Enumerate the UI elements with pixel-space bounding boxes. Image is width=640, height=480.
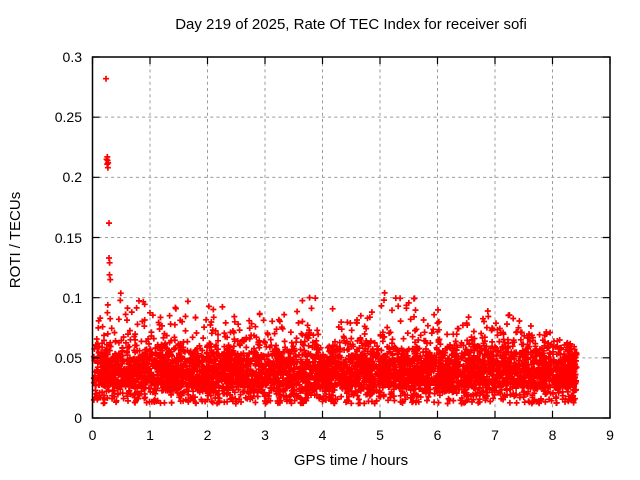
x-tick-label: 8 xyxy=(548,427,557,443)
x-tick-label: 1 xyxy=(146,427,154,443)
y-tick-label: 0.3 xyxy=(62,49,82,65)
y-tick-label: 0.05 xyxy=(54,349,82,366)
x-tick-label: 0 xyxy=(88,427,97,443)
x-tick-label: 2 xyxy=(203,427,212,443)
x-tick-label: 5 xyxy=(376,427,384,443)
x-tick-label: 6 xyxy=(433,427,442,443)
x-axis-title: GPS time / hours xyxy=(293,452,409,469)
y-tick-label: 0 xyxy=(74,410,82,426)
chart-title: Day 219 of 2025, Rate Of TEC Index for r… xyxy=(175,16,527,33)
y-tick-label: 0.2 xyxy=(62,169,82,186)
scatter-points xyxy=(90,75,580,407)
x-tick-label: 7 xyxy=(491,427,499,443)
y-tick-label: 0.15 xyxy=(54,229,82,246)
y-tick-label: 0.25 xyxy=(54,109,82,126)
x-tick-label: 4 xyxy=(318,427,327,443)
y-tick-label: 0.1 xyxy=(62,289,82,306)
x-tick-label: 3 xyxy=(261,427,269,443)
x-tick-label: 9 xyxy=(606,427,614,443)
plot-border xyxy=(91,56,611,419)
grid-lines xyxy=(92,57,610,418)
